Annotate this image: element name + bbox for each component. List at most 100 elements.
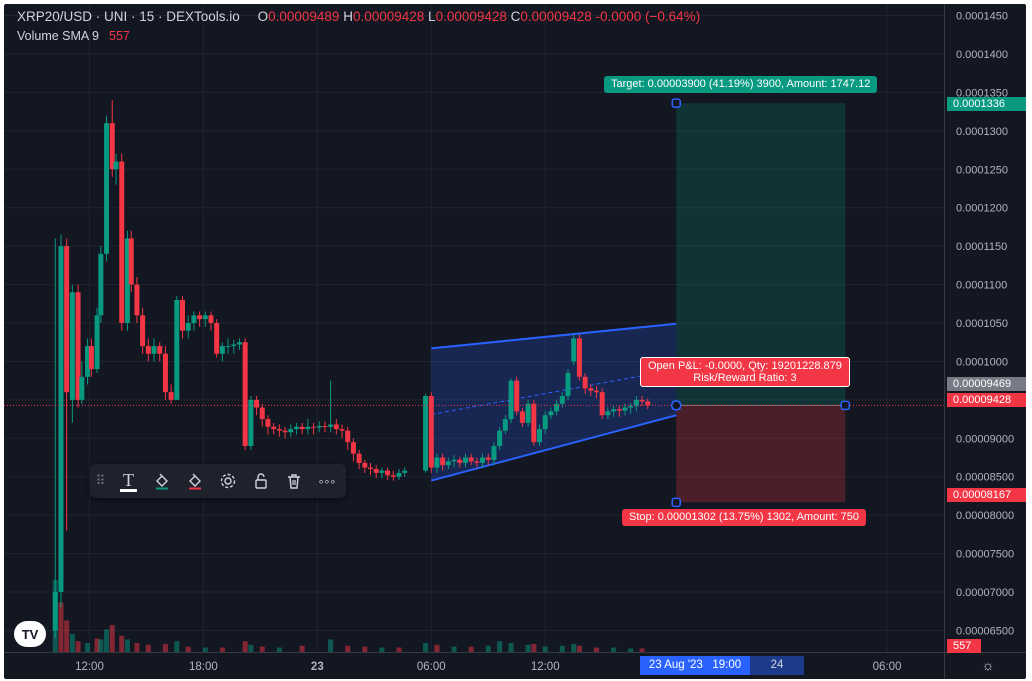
candle-body <box>599 392 605 416</box>
candle-body <box>288 429 294 433</box>
drag-handle-icon[interactable]: ⠿ <box>95 473 107 488</box>
volume-bar <box>379 647 385 652</box>
volume-bar <box>611 647 617 652</box>
candle-body <box>497 430 503 446</box>
candle-body <box>402 470 408 473</box>
volume-bar <box>69 634 75 652</box>
price-tick-label: 0.0001000 <box>956 356 1008 368</box>
price-tick-label: 0.00007000 <box>956 587 1014 599</box>
line-color-button[interactable] <box>145 464 178 498</box>
volume-bar <box>145 644 151 652</box>
price-tick-label: 0.0001400 <box>956 49 1008 61</box>
candle-body <box>157 346 163 354</box>
volume-bar <box>542 646 548 652</box>
candle-body <box>468 457 474 462</box>
candle-body <box>491 445 497 460</box>
candle-body <box>396 472 402 477</box>
candle-body <box>64 246 70 393</box>
position-handle[interactable] <box>671 98 681 108</box>
chart-window[interactable]: 0.0001450 0.0001400 0.0001350 0.0001300 0.00… <box>4 4 1026 679</box>
risk-reward-line: Risk/Reward Ratio: 3 <box>693 372 797 384</box>
candle-body <box>531 403 537 443</box>
candle-body <box>174 299 180 400</box>
volume-bar <box>94 638 100 652</box>
price-tick-label: 0.00008000 <box>956 510 1014 522</box>
text-tool-icon: T <box>120 471 137 492</box>
volume-bar <box>559 645 565 652</box>
candle-body <box>119 161 125 324</box>
candle-body <box>628 406 634 408</box>
paint-bucket-icon <box>155 473 168 490</box>
tradingview-logo[interactable]: TV <box>14 621 46 647</box>
paint-bucket-red-icon <box>188 473 201 490</box>
candle-body <box>462 457 468 463</box>
symbol-title[interactable]: XRP20/USD · UNI · 15 · DEXTools.io <box>17 9 240 24</box>
chart-settings-icon[interactable]: ☼ <box>981 657 995 673</box>
position-handle[interactable] <box>840 400 851 411</box>
candle-body <box>390 475 396 477</box>
volume-bar <box>98 639 104 652</box>
candle-body <box>208 315 214 324</box>
channel-lower-line <box>431 414 677 482</box>
volume-bar <box>219 647 225 652</box>
more-options-icon[interactable]: ∘∘∘ <box>317 475 337 488</box>
candle-body <box>480 457 486 463</box>
price-tick-label: 0.0001350 <box>956 87 1008 99</box>
lock-button[interactable] <box>244 464 277 498</box>
text-tool-button[interactable]: T <box>112 464 145 498</box>
volume-bar <box>119 635 125 652</box>
volume-bar <box>593 647 599 652</box>
volume-bar <box>299 645 305 652</box>
candle-body <box>94 315 100 370</box>
settings-button[interactable] <box>211 464 244 498</box>
volume-bar <box>242 641 248 652</box>
candle-body <box>311 426 317 428</box>
target-price-tag: 0.0001336 <box>947 97 1026 111</box>
volume-bar <box>628 648 634 652</box>
price-tick-label: 0.0001450 <box>956 11 1008 23</box>
time-tick-label: 06:00 <box>873 661 902 673</box>
volume-bar <box>259 646 265 652</box>
volume-legend-value: 557 <box>109 29 130 43</box>
volume-bar <box>124 639 130 652</box>
candle-body <box>440 457 446 466</box>
trash-icon <box>287 474 300 489</box>
delete-button[interactable] <box>277 464 310 498</box>
candle-body <box>271 426 277 430</box>
candle-body <box>214 323 220 354</box>
candle-body <box>485 457 491 460</box>
candle-body <box>345 430 351 443</box>
fill-color-button[interactable] <box>178 464 211 498</box>
candle-body <box>231 344 237 347</box>
candle-body <box>104 123 110 254</box>
price-tick-label: 0.00007500 <box>956 549 1014 561</box>
candle-body <box>124 238 130 324</box>
ohlc-open-key: O <box>257 9 269 24</box>
volume-bar <box>185 646 191 652</box>
last-price-tag: 0.00009428 <box>947 393 1026 407</box>
ohlc-close-value: 0.00009428 <box>520 9 592 24</box>
chart-canvas[interactable]: 0.0001450 0.0001400 0.0001350 0.0001300 0.00… <box>4 4 1026 679</box>
pnl-label: Open P&L: -0.0000, Qty: 19201228.879 Ris… <box>640 357 850 387</box>
candle-body <box>502 419 508 431</box>
symbol-legend: XRP20/USD · UNI · 15 · DEXTools.io O 0.00… <box>17 9 700 24</box>
time-tick-label: 12:00 <box>531 661 560 673</box>
ohlc-close-key: C <box>510 9 521 24</box>
candle-body <box>140 315 146 347</box>
candle-body <box>514 380 520 412</box>
position-handle[interactable] <box>671 497 681 508</box>
volume-bar <box>174 641 180 652</box>
candle-body <box>265 419 271 427</box>
volume-bar <box>576 645 582 652</box>
candle-body <box>457 459 463 463</box>
candle-body <box>128 238 134 285</box>
volume-bar <box>58 602 64 652</box>
target-zone <box>676 103 846 406</box>
candle-body <box>75 292 81 400</box>
volume-legend[interactable]: Volume SMA 9 557 <box>17 29 130 43</box>
candle-body <box>537 429 543 443</box>
candle-body <box>185 323 191 331</box>
candle-body <box>328 424 334 427</box>
entry-handle[interactable] <box>670 400 682 411</box>
volume-bar <box>396 647 402 652</box>
